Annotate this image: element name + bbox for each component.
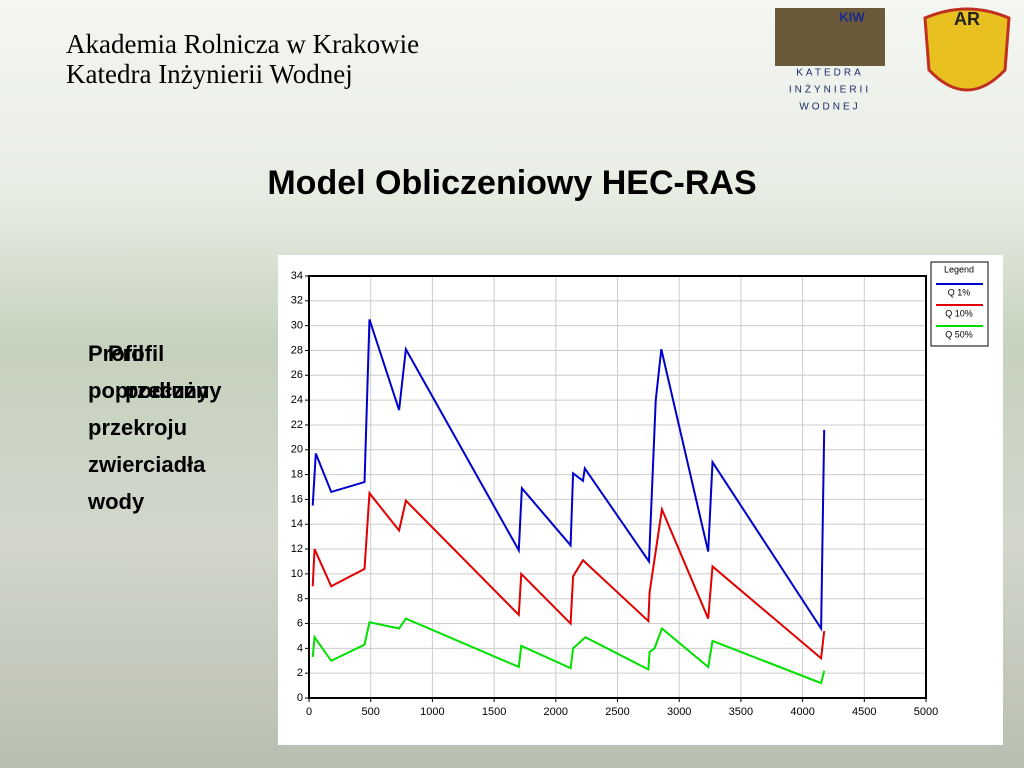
header-line: Akademia Rolnicza w Krakowie xyxy=(66,29,419,59)
side-line: zwierciadła xyxy=(88,452,206,477)
y-tick-label: 8 xyxy=(297,593,303,605)
header-line: Katedra Inżynierii Wodnej xyxy=(66,59,353,89)
y-tick-label: 0 xyxy=(297,692,303,704)
y-tick-label: 20 xyxy=(291,444,303,456)
ar-logo xyxy=(923,7,1011,92)
y-tick-label: 24 xyxy=(291,394,303,406)
x-tick-label: 4000 xyxy=(790,706,814,718)
y-tick-label: 12 xyxy=(291,543,303,555)
legend-label: Q 1% xyxy=(948,287,971,297)
x-tick-label: 2500 xyxy=(605,706,629,718)
x-tick-label: 2000 xyxy=(544,706,568,718)
plot-frame xyxy=(308,275,927,699)
legend-label: Q 50% xyxy=(945,329,973,339)
series-line xyxy=(311,319,826,632)
x-tick-label: 1000 xyxy=(420,706,444,718)
kiw-line: INŻYNIERII xyxy=(789,83,871,96)
side-line: podłużny xyxy=(125,378,222,403)
y-tick-label: 14 xyxy=(291,518,303,530)
kiw-text: KIW xyxy=(839,9,865,24)
slide-title: Model Obliczeniowy HEC-RAS xyxy=(267,164,756,202)
kiw-line: WODNEJ xyxy=(799,102,860,113)
legend-title: Legend xyxy=(944,264,974,274)
kiw-logo xyxy=(775,8,885,66)
y-tick-label: 26 xyxy=(291,369,303,381)
y-tick-label: 4 xyxy=(297,642,303,654)
x-tick-label: 4500 xyxy=(852,706,876,718)
ar-text: AR xyxy=(954,9,980,29)
side-line: wody xyxy=(87,489,145,514)
y-tick-label: 16 xyxy=(291,493,303,505)
chart-panel xyxy=(278,255,1003,745)
y-tick-label: 10 xyxy=(291,568,303,580)
y-tick-label: 30 xyxy=(291,320,303,332)
x-tick-label: 3000 xyxy=(667,706,691,718)
series-line xyxy=(311,617,826,685)
side-text: Profil poprzeczny przekroju zwierciadła wody… xyxy=(87,341,222,514)
x-tick-label: 0 xyxy=(306,706,312,718)
y-tick-label: 6 xyxy=(297,617,303,629)
kiw-line: KATEDRA xyxy=(796,68,864,79)
side-line: poprzeczny xyxy=(88,378,210,403)
y-tick-label: 2 xyxy=(297,667,303,679)
side-line: Profil xyxy=(88,341,144,366)
y-tick-label: 18 xyxy=(291,468,303,480)
side-line: Profil xyxy=(108,341,164,366)
y-tick-label: 34 xyxy=(291,270,303,282)
x-tick-label: 5000 xyxy=(914,706,938,718)
y-tick-label: 32 xyxy=(291,295,303,307)
x-tick-label: 1500 xyxy=(482,706,506,718)
side-line: przekroju xyxy=(88,415,187,440)
y-tick-label: 22 xyxy=(291,419,303,431)
x-tick-label: 3500 xyxy=(729,706,753,718)
series-line xyxy=(311,490,826,661)
legend-label: Q 10% xyxy=(945,308,973,318)
x-tick-label: 500 xyxy=(362,706,380,718)
y-tick-label: 28 xyxy=(291,344,303,356)
